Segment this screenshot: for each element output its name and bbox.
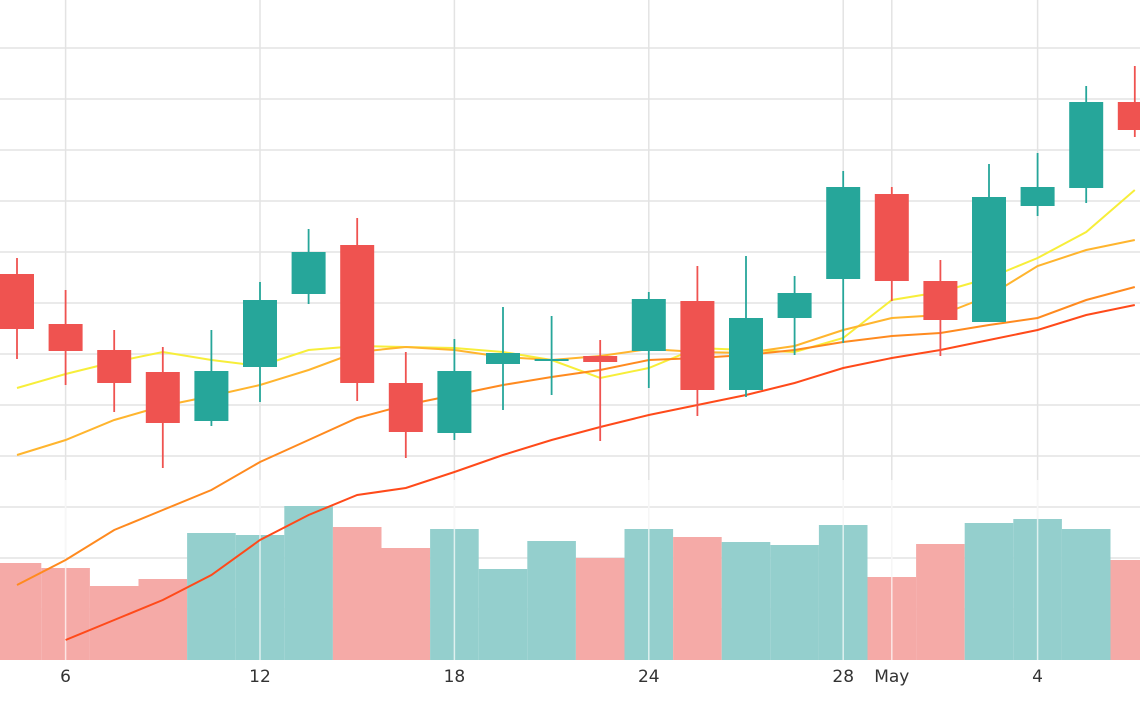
candle-body <box>194 371 229 421</box>
volume-bar <box>0 563 42 660</box>
volume-bar <box>527 541 576 660</box>
candle-body <box>972 197 1006 322</box>
x-tick-label: 18 <box>444 667 466 687</box>
candle-body <box>583 356 618 362</box>
x-tick-label: 28 <box>832 667 854 687</box>
volume-bar <box>332 527 382 660</box>
candle-body <box>97 350 132 383</box>
candle-body <box>631 299 666 351</box>
volume-bar <box>478 569 528 660</box>
volume-bar <box>1061 529 1111 660</box>
volume-bar <box>721 542 771 660</box>
candle-body <box>243 300 277 367</box>
candle-body <box>437 371 472 433</box>
x-tick-label: 6 <box>60 667 71 687</box>
volume-bar <box>770 545 819 660</box>
candle-body <box>777 293 812 318</box>
candle-body <box>534 359 569 361</box>
candle-body <box>874 194 909 281</box>
volume-bar <box>916 544 965 660</box>
volume-bar <box>1110 560 1140 660</box>
volume-bar <box>381 548 431 660</box>
candle-body <box>388 383 423 432</box>
volume-bar <box>575 558 625 660</box>
volume-bar <box>187 533 236 660</box>
moving-average-line <box>16 286 1136 586</box>
candle-body <box>1020 187 1055 206</box>
candle-body <box>729 318 763 390</box>
candle-body <box>145 372 180 423</box>
x-tick-label: 12 <box>249 667 271 687</box>
volume-bar <box>673 537 722 660</box>
x-tick-label: 24 <box>638 667 660 687</box>
candle-body <box>48 324 83 351</box>
candle-body <box>1117 102 1140 130</box>
candle-body <box>340 245 375 383</box>
x-tick-label: 4 <box>1032 667 1043 687</box>
candle-body <box>923 281 958 320</box>
volume-bar <box>89 586 139 660</box>
candle-body <box>826 187 861 279</box>
volume-bar <box>284 506 333 660</box>
candle-body <box>0 274 34 329</box>
candle-body <box>680 301 715 390</box>
candle-body <box>1069 102 1104 188</box>
moving-average-line <box>16 239 1136 456</box>
volume-bar <box>964 523 1014 660</box>
candle-body <box>291 252 326 294</box>
candle-body <box>486 353 520 364</box>
x-tick-label: May <box>874 667 909 687</box>
